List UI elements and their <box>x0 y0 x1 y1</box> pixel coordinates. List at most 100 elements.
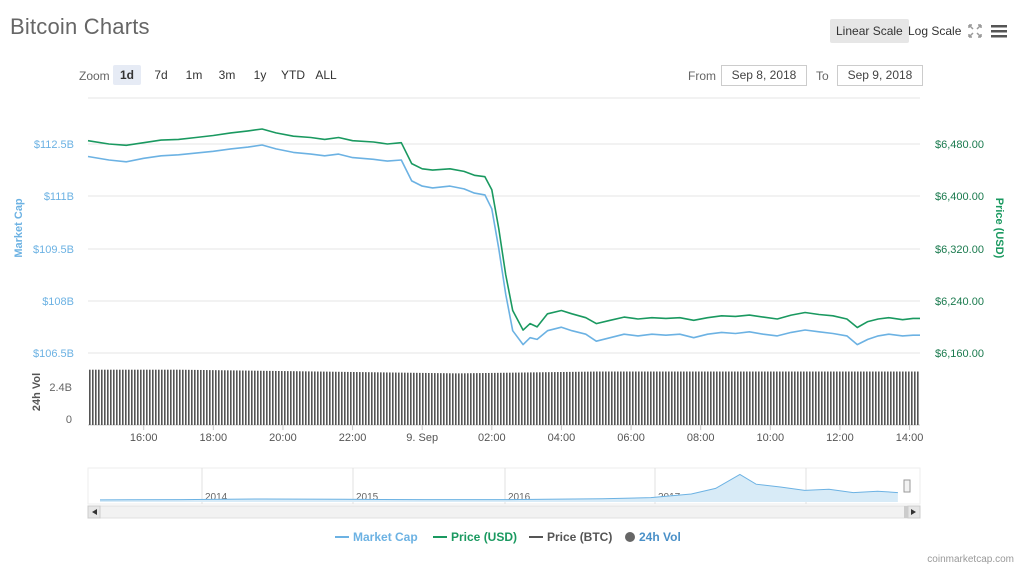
volume-bar <box>515 372 517 425</box>
zoom-all-button[interactable]: ALL <box>315 68 337 82</box>
volume-bar <box>413 372 415 425</box>
volume-bar <box>119 369 121 425</box>
volume-bar <box>686 371 688 425</box>
from-label: From <box>688 69 716 83</box>
legend-24h-vol[interactable]: 24h Vol <box>625 530 681 544</box>
volume-bar <box>854 371 856 425</box>
volume-bar <box>443 373 445 425</box>
scroll-right-arrow-icon <box>911 509 916 515</box>
volume-bar <box>440 373 442 425</box>
legend-price-btc[interactable]: Price (BTC) <box>529 530 612 544</box>
volume-bar <box>434 373 436 425</box>
volume-bar <box>542 372 544 425</box>
volume-bar <box>260 370 262 425</box>
volume-bar <box>167 369 169 425</box>
volume-bar <box>617 371 619 425</box>
volume-bar <box>830 371 832 425</box>
menu-icon[interactable] <box>990 22 1008 40</box>
volume-bar <box>848 371 850 425</box>
volume-bar <box>827 371 829 425</box>
volume-bar <box>470 373 472 425</box>
volume-bar <box>416 372 418 425</box>
volume-bar <box>506 372 508 425</box>
right-axis-title: Price (USD) <box>993 198 1005 259</box>
x-tick-label: 9. Sep <box>406 432 438 444</box>
navigator-year-label: 2015 <box>356 492 379 503</box>
volume-bar <box>746 371 748 425</box>
volume-bar <box>539 372 541 425</box>
volume-bar <box>467 373 469 425</box>
volume-bar <box>824 371 826 425</box>
volume-bar <box>821 371 823 425</box>
volume-bar <box>410 372 412 425</box>
volume-bar <box>569 371 571 425</box>
volume-bar <box>392 372 394 425</box>
volume-bar <box>731 371 733 425</box>
legend-24h-vol-swatch <box>625 531 635 542</box>
legend-market-cap[interactable]: Market Cap <box>335 530 418 544</box>
legend-price-usd[interactable]: Price (USD) <box>433 530 517 544</box>
volume-bar <box>887 371 889 425</box>
volume-bar <box>620 371 622 425</box>
volume-bar <box>866 371 868 425</box>
fullscreen-icon[interactable] <box>966 22 984 40</box>
volume-bar <box>863 371 865 425</box>
legend-price-btc-swatch <box>529 535 543 538</box>
volume-bar <box>428 372 430 425</box>
volume-bar <box>806 371 808 425</box>
volume-bar <box>464 373 466 425</box>
volume-bar <box>152 369 154 425</box>
volume-bar <box>602 371 604 425</box>
zoom-1m-button[interactable]: 1m <box>185 68 203 82</box>
left-axis-title: Market Cap <box>13 198 25 258</box>
x-tick-label: 18:00 <box>200 432 228 444</box>
credit-link[interactable]: coinmarketcap.com <box>927 554 1014 565</box>
from-date-input[interactable] <box>721 65 807 86</box>
volume-bar <box>770 371 772 425</box>
volume-bar <box>458 373 460 425</box>
x-tick-label: 14:00 <box>896 432 924 444</box>
volume-bar <box>242 370 244 425</box>
volume-bar <box>641 371 643 425</box>
to-date-input[interactable] <box>837 65 923 86</box>
volume-bar <box>497 372 499 425</box>
zoom-7d-button[interactable]: 7d <box>154 68 168 82</box>
volume-bar <box>425 372 427 425</box>
zoom-3m-button[interactable]: 3m <box>218 68 236 82</box>
volume-bar <box>476 373 478 425</box>
volume-bar <box>629 371 631 425</box>
volume-bar <box>254 370 256 425</box>
volume-bar <box>680 371 682 425</box>
volume-bar <box>212 370 214 425</box>
x-tick-label: 10:00 <box>757 432 785 444</box>
volume-bar <box>560 372 562 425</box>
volume-bar <box>818 371 820 425</box>
volume-bar <box>125 369 127 425</box>
volume-bar <box>473 373 475 425</box>
volume-bar <box>227 370 229 425</box>
volume-bar <box>869 371 871 425</box>
left-tick-label: $109.5B <box>33 244 74 256</box>
volume-bar <box>230 370 232 425</box>
volume-bar <box>455 373 457 425</box>
volume-bar <box>833 371 835 425</box>
left-tick-label: $112.5B <box>34 139 74 151</box>
zoom-ytd-button[interactable]: YTD <box>281 68 305 82</box>
volume-bar <box>329 371 331 425</box>
volume-bar <box>671 371 673 425</box>
volume-bar <box>248 370 250 425</box>
series-line-market-cap <box>87 144 920 346</box>
volume-bar <box>575 371 577 425</box>
legend-price-usd-label: Price (USD) <box>451 530 518 544</box>
linear-scale-button[interactable]: Linear Scale <box>830 19 909 43</box>
volume-bar <box>845 371 847 425</box>
volume-bar <box>314 371 316 425</box>
volume-bar <box>305 371 307 425</box>
volume-bar <box>257 370 259 425</box>
log-scale-button[interactable]: Log Scale <box>908 24 962 38</box>
volume-bar <box>572 371 574 425</box>
zoom-1d-button[interactable]: 1d <box>113 65 141 85</box>
volume-bar <box>914 371 916 425</box>
zoom-1y-button[interactable]: 1y <box>253 68 267 82</box>
navigator-year-label: 2014 <box>205 492 228 503</box>
